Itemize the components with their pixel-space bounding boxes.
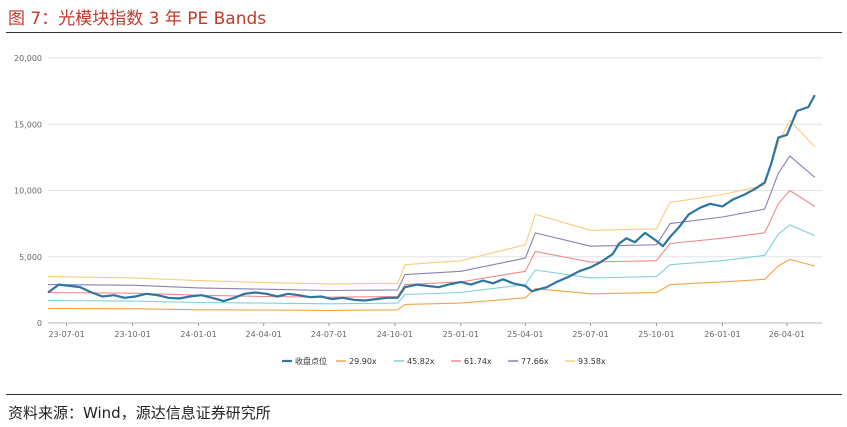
series-line-1 [47,258,815,311]
legend-label: 61.74x [464,357,492,366]
x-tick-label: 24-01-01 [180,330,216,339]
series-line-3 [47,189,816,298]
source-note: 资料来源：Wind，源达信息证券研究所 [8,404,271,422]
series-line-2 [47,224,816,305]
x-tick-label: 25-01-01 [443,330,479,339]
x-tick-label: 24-10-01 [377,330,413,339]
y-tick-label: 5,000 [19,253,42,262]
series-line-0 [47,94,816,303]
x-tick-label: 24-07-01 [311,330,347,339]
legend: 收盘点位 29.90x 45.82x 61.74x 77.66x 93.58x [282,356,606,366]
x-tick-label: 23-10-01 [114,330,150,339]
y-tick-label: 0 [37,319,42,328]
grid-lines [48,57,822,324]
x-tick-label: 23-07-01 [48,330,84,339]
x-tick-label: 25-10-01 [638,330,674,339]
series-line-5 [47,119,816,285]
legend-label: 93.58x [578,357,606,366]
legend-label: 收盘点位 [295,356,327,366]
legend-label: 29.90x [349,357,377,366]
x-tick-label: 25-04-01 [507,330,543,339]
series-line-4 [47,155,816,292]
legend-label: 45.82x [407,357,435,366]
legend-label: 77.66x [521,357,549,366]
x-tick-label: 26-04-01 [769,330,805,339]
y-axis-ticks: 0 5,000 10,000 15,000 20,000 [14,54,42,328]
y-tick-label: 20,000 [14,54,42,63]
figure-title: 图 7：光模块指数 3 年 PE Bands [8,9,267,29]
bottom-rule [6,394,842,395]
y-tick-label: 15,000 [14,120,42,129]
x-axis-ticks: 23-07-01 23-10-01 24-01-01 24-04-01 24-07-01… [48,323,805,339]
y-tick-label: 10,000 [14,187,42,196]
pe-bands-chart: 0 5,000 10,000 15,000 20,000 23-07-01 23-10-0… [14,54,822,366]
x-tick-label: 26-01-01 [704,330,740,339]
x-tick-label: 24-04-01 [246,330,282,339]
series-lines [47,94,816,311]
x-tick-label: 25-07-01 [572,330,608,339]
top-rule [6,32,842,33]
